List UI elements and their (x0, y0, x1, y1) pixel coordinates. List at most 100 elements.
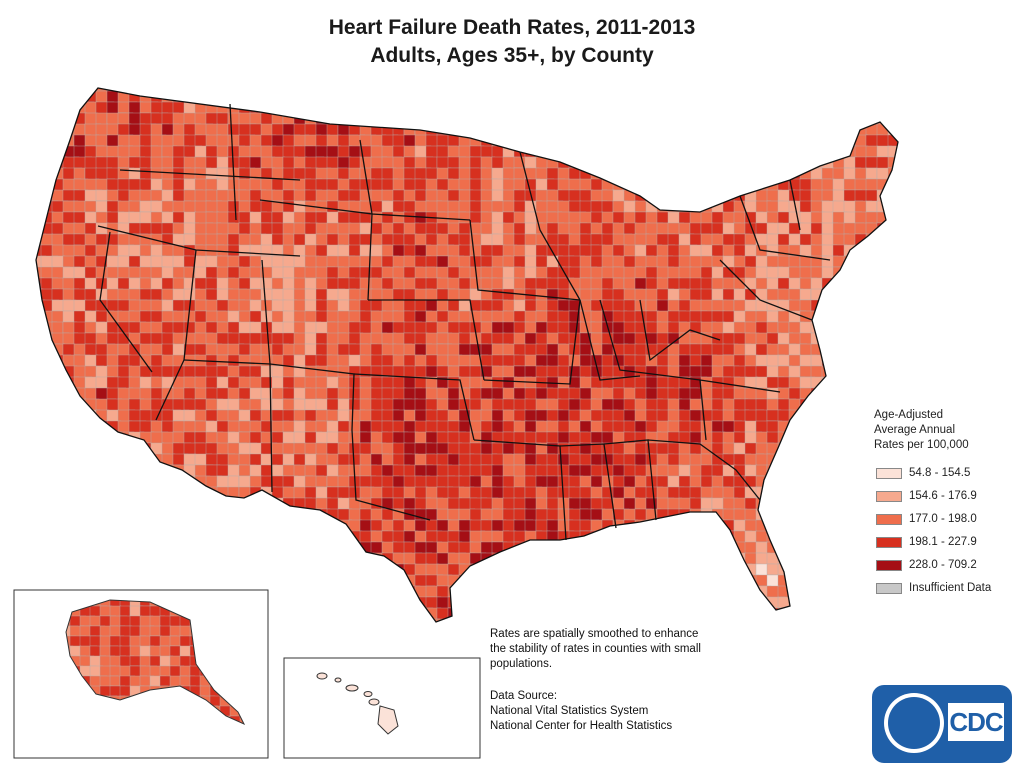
county-cell (865, 365, 879, 383)
county-cell (579, 596, 595, 611)
legend-swatch (876, 559, 902, 571)
county-cell (260, 552, 278, 567)
county-cell (865, 167, 878, 180)
county-cell (51, 552, 68, 569)
county-cell (513, 211, 526, 225)
county-cell (271, 552, 292, 566)
county-cell (172, 563, 185, 577)
county-cell (84, 574, 102, 593)
county-cell (656, 189, 674, 204)
county-cell (854, 519, 875, 539)
county-cell (601, 156, 617, 174)
county-cell (62, 475, 75, 495)
county-cell (777, 88, 798, 95)
county-cell (887, 618, 898, 622)
county-cell (216, 90, 230, 105)
county-cell (865, 310, 881, 324)
county-cell (711, 167, 726, 183)
county-cell (766, 508, 779, 524)
county-cell (502, 596, 518, 612)
county-cell (326, 519, 341, 533)
county-cell (590, 134, 607, 150)
county-cell (480, 112, 497, 125)
county-cell (502, 134, 515, 148)
county-cell (689, 530, 704, 544)
county-cell (899, 124, 910, 138)
county-cell (788, 574, 804, 587)
county-cell (722, 552, 735, 571)
county-cell (535, 101, 555, 116)
county-cell (73, 453, 86, 472)
county-cell (172, 552, 193, 570)
county-cell (766, 88, 784, 94)
county-cell (865, 387, 882, 401)
county-cell (117, 519, 131, 538)
county-cell (172, 574, 189, 593)
county-cell (359, 552, 375, 569)
legend-swatch (876, 513, 902, 525)
county-cell (832, 464, 852, 479)
county-cell (667, 134, 687, 149)
county-cell (51, 123, 69, 136)
hawaii-island (316, 672, 328, 680)
county-cell (117, 552, 136, 565)
county-cell (40, 519, 57, 534)
county-cell (271, 530, 284, 547)
county-cell (843, 552, 857, 569)
county-cell (689, 563, 706, 582)
county-cell (40, 112, 57, 127)
county-cell (821, 618, 841, 622)
county-cell (502, 123, 520, 142)
county-cell (711, 134, 724, 147)
county-cell (601, 90, 621, 108)
county-cell (51, 541, 67, 555)
county-cell (480, 101, 494, 119)
county-cell (315, 88, 335, 96)
county-cell (491, 189, 505, 203)
county-cell (183, 486, 196, 502)
county-cell (370, 88, 387, 93)
county-cell (590, 552, 607, 567)
county-cell (40, 145, 57, 163)
county-cell (821, 431, 840, 446)
county-cell (876, 101, 889, 119)
county-layer (36, 88, 911, 622)
county-cell (777, 530, 793, 545)
county-cell (799, 475, 813, 493)
county-cell (733, 574, 752, 593)
county-cell (711, 552, 727, 568)
county-cell (634, 530, 652, 548)
county-cell (524, 90, 541, 105)
county-cell (722, 134, 739, 152)
county-cell (777, 508, 792, 526)
county-cell (40, 134, 53, 154)
county-cell (843, 453, 859, 466)
county-cell (205, 563, 222, 578)
county-cell (854, 376, 871, 395)
county-cell (513, 354, 527, 367)
county-cell (623, 541, 645, 557)
county-cell (733, 607, 754, 622)
county-cell (150, 519, 170, 532)
county-cell (821, 596, 836, 614)
county-cell (744, 167, 766, 184)
county-cell (678, 178, 691, 194)
county-cell (667, 519, 687, 538)
county-cell (777, 376, 791, 389)
county-cell (491, 585, 508, 602)
county-cell (899, 113, 911, 130)
county-cell (315, 475, 328, 488)
county-cell (260, 88, 277, 95)
county-cell (788, 420, 805, 438)
county-cell (568, 112, 589, 127)
county-cell (799, 574, 820, 589)
county-cell (821, 123, 838, 138)
county-cell (249, 88, 270, 94)
county-cell (546, 123, 567, 137)
county-cell (876, 277, 897, 291)
county-cell (854, 563, 867, 579)
county-cell (326, 233, 340, 247)
county-cell (832, 90, 853, 107)
county-cell (458, 618, 473, 622)
county-cell (392, 101, 411, 120)
